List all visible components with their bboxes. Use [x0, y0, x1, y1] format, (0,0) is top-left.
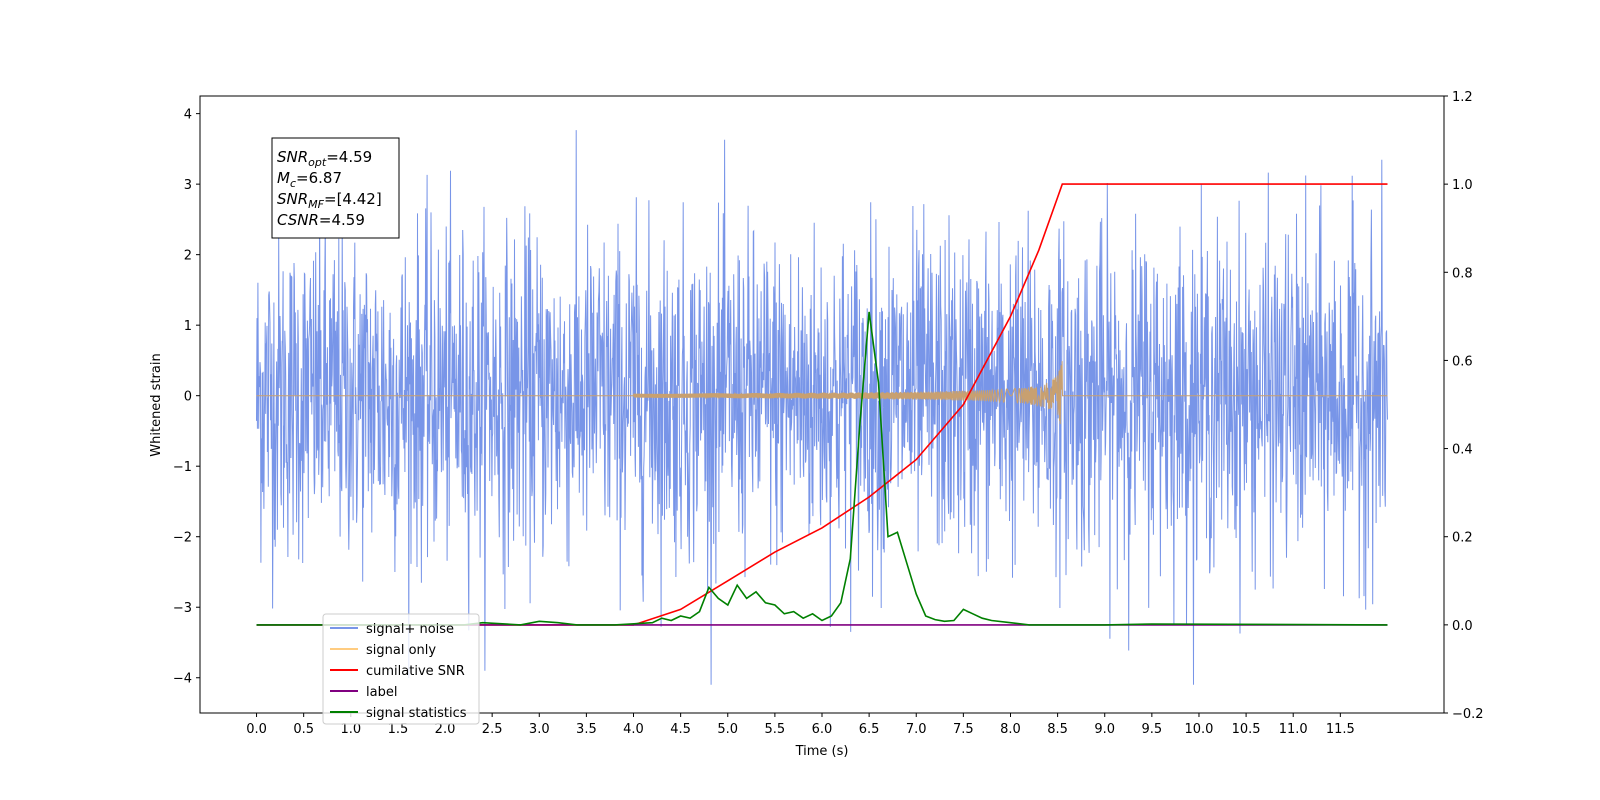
plot-area [256, 130, 1388, 685]
x-axis: 0.0 0.5 1.0 1.5 2.0 2.5 3.0 3.5 4.0 4.5 5.0 5.5 6.0 6… [246, 713, 1355, 737]
x-tick-label: 7.0 [906, 722, 927, 737]
legend-label: signal statistics [366, 706, 467, 721]
x-tick-label: 6.5 [859, 722, 880, 737]
x-tick-label: 3.5 [576, 722, 597, 737]
x-axis-label: Time (s) [795, 744, 849, 759]
stats-line: CSNR=4.59 [277, 211, 365, 229]
x-tick-label: 5.0 [717, 722, 738, 737]
y2-tick-label: 0.6 [1452, 354, 1473, 369]
legend-label: label [366, 685, 397, 700]
x-tick-label: 9.5 [1142, 722, 1163, 737]
y-tick-label: −2 [173, 531, 192, 546]
y-tick-label: 0 [184, 390, 192, 405]
y-tick-label: 4 [184, 108, 192, 123]
series-signal-only [256, 361, 1388, 425]
x-tick-label: 9.0 [1094, 722, 1115, 737]
x-tick-label: 2.5 [482, 722, 503, 737]
legend-label: cumilative SNR [366, 664, 465, 679]
y2-tick-label: 1.0 [1452, 178, 1473, 193]
legend: signal+ noise signal only cumilative SNR la… [322, 613, 480, 725]
x-tick-label: 11.5 [1326, 722, 1355, 737]
x-tick-label: 0.0 [246, 722, 267, 737]
y2-axis: 1.2 1.0 0.8 0.6 0.4 0.2 0.0 −0.2 [1444, 90, 1484, 722]
y2-tick-label: 1.2 [1452, 90, 1473, 105]
y2-tick-label: −0.2 [1452, 707, 1484, 722]
x-tick-label: 5.5 [765, 722, 786, 737]
y2-tick-label: 0.4 [1452, 443, 1473, 458]
y-tick-label: 3 [184, 178, 192, 193]
x-tick-label: 4.0 [623, 722, 644, 737]
legend-label: signal only [366, 643, 436, 658]
x-tick-label: 10.0 [1184, 722, 1213, 737]
series-signal-noise [256, 130, 1388, 685]
x-tick-label: 2.0 [435, 722, 456, 737]
y-axis: 4 3 2 1 0 −1 −2 −3 −4 [173, 108, 200, 687]
x-tick-label: 10.5 [1232, 722, 1261, 737]
x-tick-label: 11.0 [1279, 722, 1308, 737]
y2-tick-label: 0.0 [1452, 619, 1473, 634]
y2-tick-label: 0.2 [1452, 531, 1473, 546]
stats-box-frame [271, 137, 400, 239]
x-tick-label: 1.0 [340, 722, 361, 737]
series-cumulative-snr [256, 183, 1388, 626]
x-tick-label: 8.0 [1000, 722, 1021, 737]
stats-line: Mc=6.87 [277, 169, 342, 190]
x-tick-label: 4.5 [670, 722, 691, 737]
y-tick-label: −1 [173, 460, 192, 475]
y-axis-label: Whitened strain [149, 353, 164, 456]
legend-frame [322, 613, 480, 725]
x-tick-label: 7.5 [953, 722, 974, 737]
y-tick-label: 1 [184, 319, 192, 334]
x-tick-label: 8.5 [1047, 722, 1068, 737]
y-tick-label: −4 [173, 672, 192, 687]
stats-line: SNRopt=4.59 [277, 148, 372, 169]
y2-tick-label: 0.8 [1452, 266, 1473, 281]
legend-label: signal+ noise [366, 622, 454, 637]
x-tick-label: 1.5 [388, 722, 409, 737]
x-tick-label: 3.0 [529, 722, 550, 737]
y-tick-label: −3 [173, 601, 192, 616]
stats-line: SNRMF=[4.42] [277, 190, 382, 211]
x-tick-label: 6.0 [812, 722, 833, 737]
series-signal-statistics [256, 311, 1388, 626]
y-tick-label: 2 [184, 249, 192, 264]
x-tick-label: 0.5 [293, 722, 314, 737]
